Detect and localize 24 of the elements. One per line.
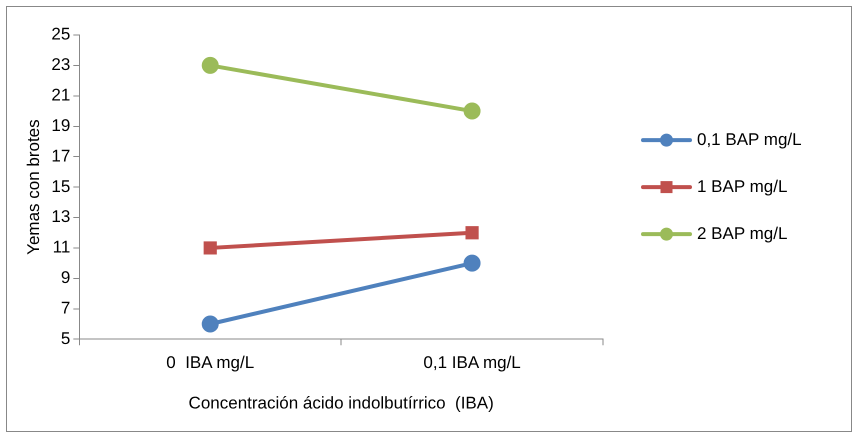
y-tick-label: 5 <box>60 328 70 348</box>
y-tick-label: 15 <box>51 176 70 196</box>
x-axis-title: Concentración ácido indolbutírrico (IBA) <box>188 393 494 412</box>
y-tick-label: 17 <box>51 146 70 166</box>
y-tick-label: 19 <box>51 116 70 135</box>
legend-label: 2 BAP mg/L <box>697 224 788 243</box>
x-tick-label: 0,1 IBA mg/L <box>423 353 521 372</box>
point <box>464 254 481 272</box>
y-tick-label: 13 <box>51 207 70 226</box>
y-tick-label: 9 <box>60 268 70 288</box>
point <box>465 226 479 240</box>
point <box>202 315 219 332</box>
legend-label: 0,1 BAP mg/L <box>697 130 802 149</box>
legend-label: 1 BAP mg/L <box>697 176 788 196</box>
y-tick-label: 25 <box>51 24 70 44</box>
y-tick-label: 21 <box>51 86 70 105</box>
point <box>204 241 217 255</box>
point <box>464 102 481 120</box>
y-tick-label: 23 <box>51 55 70 74</box>
y-tick-label: 11 <box>52 238 70 257</box>
y-tick-label: 7 <box>60 298 70 318</box>
point <box>202 56 219 74</box>
x-tick-label: 0 IBA mg/L <box>166 353 254 372</box>
y-axis-title: Yemas con brotes <box>24 119 43 255</box>
